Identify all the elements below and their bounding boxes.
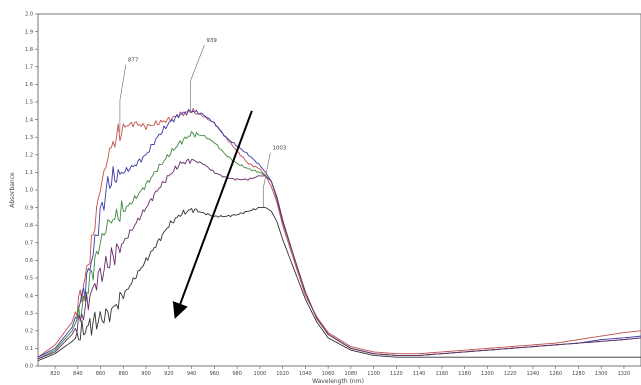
y-tick-label: 1.2 xyxy=(25,153,33,159)
y-tick-label: 0.5 xyxy=(25,276,33,282)
x-tick-label: 1120 xyxy=(390,371,403,377)
y-tick-label: 0.4 xyxy=(25,293,33,299)
x-tick-label: 920 xyxy=(164,371,174,377)
series-layer xyxy=(37,107,641,362)
x-tick-label: 860 xyxy=(96,371,106,377)
series-line xyxy=(37,206,641,362)
x-axis-title: Wavelength (nm) xyxy=(312,378,364,385)
x-tick-label: 1140 xyxy=(413,371,426,377)
y-tick-label: 1.5 xyxy=(25,100,33,106)
x-tick-label: 1000 xyxy=(253,371,266,377)
y-tick-label: 1.8 xyxy=(25,47,33,53)
x-tick-label: 1180 xyxy=(458,371,471,377)
x-tick-label: 1220 xyxy=(504,371,517,377)
x-tick-label: 1300 xyxy=(595,371,608,377)
x-tick-label: 960 xyxy=(210,371,220,377)
y-tick-label: 1.3 xyxy=(25,135,33,141)
x-tick-label: 1060 xyxy=(322,371,335,377)
y-tick-label: 1.0 xyxy=(25,188,33,194)
y-axis-title: Absorbance xyxy=(9,172,16,208)
y-tick-label: 0.3 xyxy=(25,311,33,317)
x-tick-label: 840 xyxy=(73,371,83,377)
x-tick-label: 900 xyxy=(141,371,151,377)
plot-frame xyxy=(37,13,641,367)
x-tick-label: 1020 xyxy=(276,371,289,377)
x-tick-label: 1320 xyxy=(618,371,631,377)
y-tick-label: 1.4 xyxy=(25,117,33,123)
y-tick-label: 0.8 xyxy=(25,223,33,229)
y-axis: 0.0 0.1 0.2 0.3 0.4 0.5 0.6 0.7 0.8 0.9 1.0 1.1 1.2 1… xyxy=(25,12,38,370)
y-tick-label: 0.1 xyxy=(25,346,33,352)
x-tick-label: 980 xyxy=(232,371,242,377)
x-tick-label: 940 xyxy=(187,371,197,377)
peak-label: 1003 xyxy=(272,146,286,152)
peak-leader-line xyxy=(262,152,271,189)
peak-leader-line xyxy=(190,45,205,81)
x-tick-label: 1280 xyxy=(572,371,585,377)
x-tick-label: 880 xyxy=(119,371,129,377)
x-tick-label: 1100 xyxy=(367,371,380,377)
peak-label: 877 xyxy=(128,58,139,64)
x-tick-label: 1200 xyxy=(481,371,494,377)
series-line xyxy=(37,107,641,358)
annotation-layer: 877 939 1003 xyxy=(119,38,287,319)
series-line xyxy=(37,158,641,360)
x-tick-label: 1160 xyxy=(436,371,449,377)
peak-leader-line xyxy=(119,64,127,101)
y-tick-label: 1.1 xyxy=(25,170,33,176)
y-tick-label: 0.2 xyxy=(25,329,33,335)
y-tick-label: 1.7 xyxy=(25,65,33,71)
x-tick-label: 1040 xyxy=(299,371,312,377)
trend-arrow xyxy=(172,110,253,319)
y-tick-label: 0.0 xyxy=(25,364,33,370)
y-tick-label: 0.7 xyxy=(25,241,33,247)
y-tick-label: 0.6 xyxy=(25,258,33,264)
series-line xyxy=(37,131,641,360)
y-tick-label: 2.0 xyxy=(25,12,33,18)
x-axis: 820 840 860 880 900 920 940 960 980 1000 1020 1040 1… xyxy=(50,366,630,377)
y-tick-label: 0.9 xyxy=(25,205,33,211)
y-tick-label: 1.9 xyxy=(25,29,33,35)
x-tick-label: 1240 xyxy=(527,371,540,377)
x-tick-label: 1260 xyxy=(549,371,562,377)
peak-label: 939 xyxy=(206,38,217,44)
series-line xyxy=(37,109,641,358)
y-tick-label: 1.6 xyxy=(25,82,33,88)
x-tick-label: 1080 xyxy=(345,371,358,377)
x-tick-label: 820 xyxy=(50,371,60,377)
